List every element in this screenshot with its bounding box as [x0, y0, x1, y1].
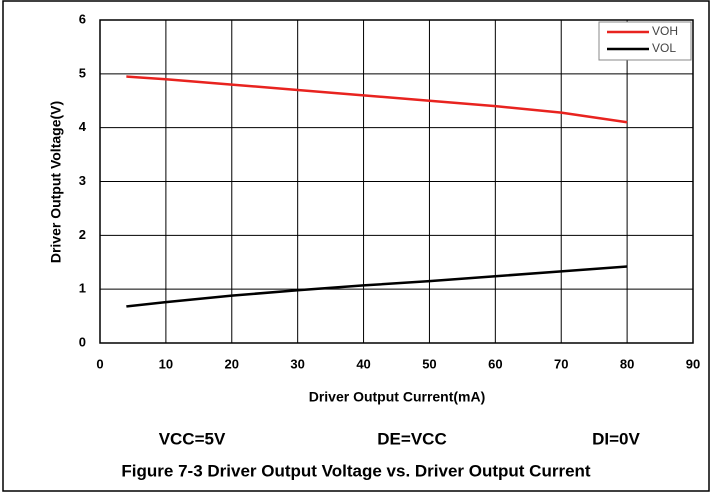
annotation: DI=0V — [592, 429, 640, 448]
x-tick-label: 60 — [488, 356, 502, 371]
x-tick-label: 10 — [159, 356, 173, 371]
x-axis-label: Driver Output Current(mA) — [309, 389, 486, 405]
y-axis-label: Driver Output Voltage(V) — [48, 101, 64, 263]
y-tick-label: 2 — [79, 227, 86, 242]
legend-label: VOL — [652, 41, 676, 55]
legend-label: VOH — [652, 24, 678, 38]
y-tick-label: 0 — [79, 334, 86, 349]
x-tick-label: 70 — [554, 356, 568, 371]
y-tick-label: 1 — [79, 281, 86, 296]
x-tick-label: 20 — [225, 356, 239, 371]
data-line — [126, 75, 628, 124]
y-tick-label: 5 — [79, 65, 86, 80]
y-tick-label: 6 — [79, 11, 86, 26]
x-tick-label: 0 — [96, 356, 103, 371]
figure-title: Figure 7-3 Driver Output Voltage vs. Dri… — [121, 461, 590, 480]
x-tick-label: 50 — [422, 356, 436, 371]
legend-box — [598, 21, 692, 61]
x-tick-label: 90 — [686, 356, 700, 371]
data-line — [126, 265, 628, 308]
x-tick-label: 40 — [356, 356, 370, 371]
annotation: DE=VCC — [377, 429, 446, 448]
x-tick-label: 30 — [290, 356, 304, 371]
y-tick-label: 3 — [79, 173, 86, 188]
y-tick-label: 4 — [79, 119, 87, 134]
annotation: VCC=5V — [159, 429, 226, 448]
x-tick-label: 80 — [620, 356, 634, 371]
